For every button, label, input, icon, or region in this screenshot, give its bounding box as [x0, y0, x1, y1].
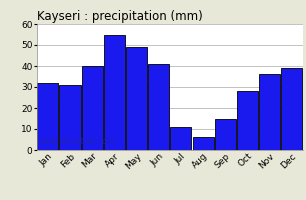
Bar — [192, 137, 214, 150]
Bar — [126, 47, 147, 150]
Bar — [37, 83, 58, 150]
Bar — [59, 85, 80, 150]
Bar — [104, 34, 125, 150]
Text: www.allmetsat.com: www.allmetsat.com — [39, 137, 114, 146]
Bar — [148, 64, 169, 150]
Bar — [215, 118, 236, 150]
Bar — [82, 66, 103, 150]
Bar — [281, 68, 302, 150]
Text: Kayseri : precipitation (mm): Kayseri : precipitation (mm) — [37, 10, 203, 23]
Bar — [259, 74, 280, 150]
Bar — [170, 127, 192, 150]
Bar — [237, 91, 258, 150]
